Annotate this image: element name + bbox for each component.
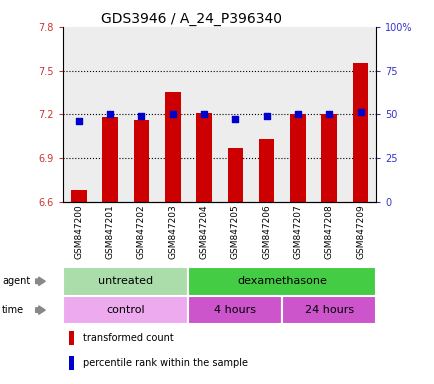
Point (75, 118, 82, 124)
Text: control: control (106, 305, 145, 315)
Bar (282, 296, 375, 324)
Bar (164, 93, 180, 202)
Text: time: time (2, 305, 24, 315)
Bar (188, 296, 282, 324)
Bar (196, 113, 211, 202)
Point (263, 113, 270, 119)
Text: agent: agent (2, 276, 30, 286)
Bar (313, 27, 344, 202)
Point (169, 111, 176, 117)
Text: 24 hours: 24 hours (304, 305, 353, 315)
Bar (289, 114, 305, 202)
Point (200, 111, 207, 117)
Bar (69, 356, 74, 371)
Point (106, 111, 113, 117)
Bar (157, 27, 188, 202)
Text: transformed count: transformed count (83, 333, 174, 343)
Bar (227, 148, 243, 202)
Point (325, 111, 332, 117)
Text: dexamethasone: dexamethasone (237, 276, 326, 286)
Bar (250, 27, 282, 202)
Bar (133, 120, 149, 202)
Text: percentile rank within the sample: percentile rank within the sample (83, 358, 248, 368)
Bar (352, 63, 368, 202)
Text: 4 hours: 4 hours (214, 305, 256, 315)
Bar (69, 331, 74, 346)
Bar (71, 190, 86, 202)
Bar (63, 27, 94, 202)
Bar (258, 139, 274, 202)
Bar (188, 267, 375, 296)
Text: GDS3946 / A_24_P396340: GDS3946 / A_24_P396340 (101, 12, 281, 25)
Bar (63, 296, 188, 324)
Bar (321, 114, 336, 202)
Bar (102, 117, 118, 202)
Point (138, 113, 145, 119)
Bar (282, 27, 313, 202)
Bar (125, 27, 157, 202)
Bar (94, 27, 125, 202)
Bar (219, 27, 250, 202)
Point (356, 109, 363, 116)
Bar (344, 27, 375, 202)
Point (294, 111, 301, 117)
Bar (63, 267, 188, 296)
Text: untreated: untreated (98, 276, 153, 286)
Bar (188, 27, 219, 202)
Point (231, 116, 238, 122)
